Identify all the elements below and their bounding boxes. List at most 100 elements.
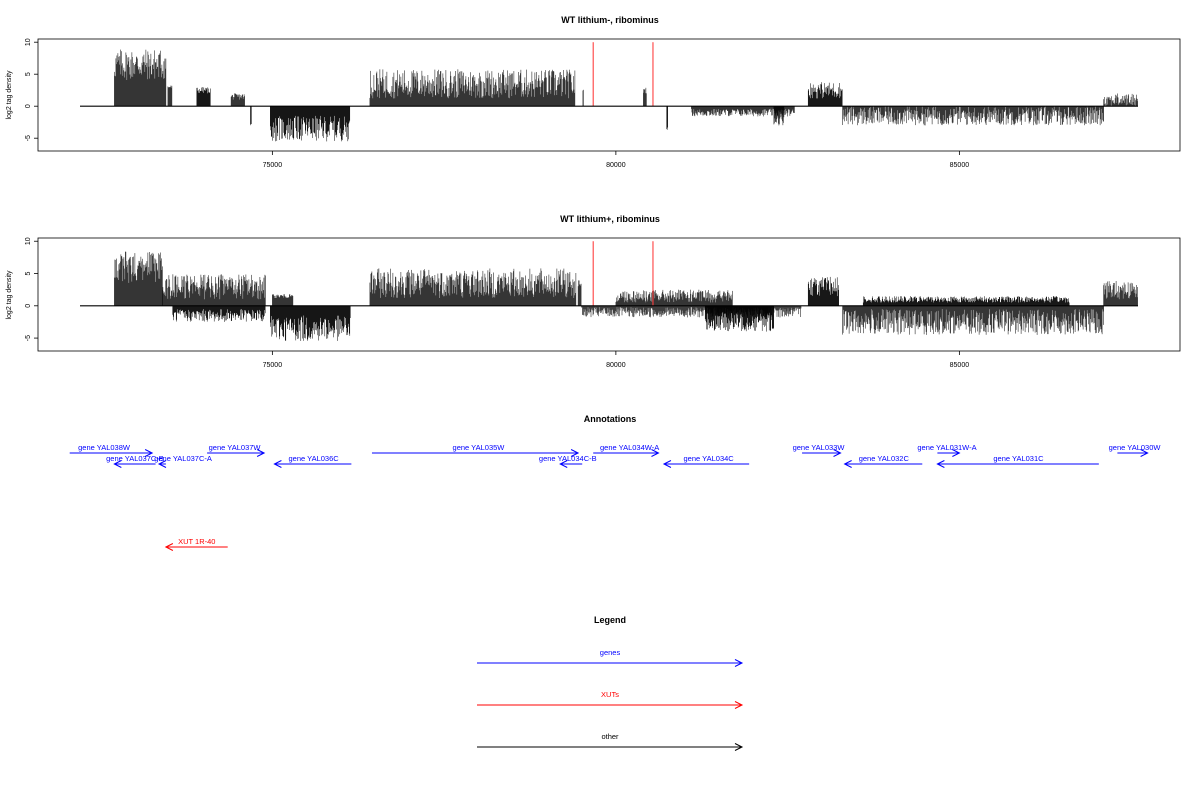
bar-path — [704, 305, 774, 332]
legend-items: genes XUTs other — [477, 648, 744, 751]
arrow-left-icon — [843, 460, 852, 468]
legend-item: other — [477, 732, 744, 751]
feature-label: gene YAL034W-A — [600, 443, 659, 452]
bar-segment — [704, 305, 774, 332]
y-tick-label: 5 — [25, 72, 32, 76]
arrow-right-icon — [952, 449, 961, 457]
bar-segment — [114, 251, 163, 306]
bar-path — [369, 268, 577, 306]
y-tick-label: 0 — [25, 304, 32, 308]
x-tick-label: 80000 — [606, 362, 626, 369]
feature-label: gene YAL037C-A — [154, 454, 212, 463]
annotation-feature: gene YAL037C-B — [106, 454, 164, 468]
bar-path — [196, 87, 211, 107]
annotation-feature: gene YAL034C — [662, 454, 750, 468]
bar-path — [666, 106, 668, 130]
feature-label: gene YAL030W — [1109, 443, 1162, 452]
legend-item-label: XUTs — [601, 690, 619, 699]
bar-segment — [114, 49, 167, 107]
bar-path — [862, 296, 1070, 306]
bar-segment — [272, 294, 294, 306]
plot-frame — [37, 38, 1181, 152]
marker-lines — [592, 42, 654, 107]
arrow-right-icon — [1140, 449, 1149, 457]
panel-title: WT lithium-, ribominus — [561, 15, 659, 25]
bar-segment — [643, 87, 647, 107]
legend-item-label: other — [601, 732, 619, 741]
bar-path — [1103, 281, 1138, 306]
bar-segment — [167, 85, 173, 107]
y-axis: -5 0 5 10 — [25, 237, 38, 341]
bar-segment — [369, 69, 576, 107]
x-tick-label: 80000 — [606, 162, 626, 169]
arrow-right-icon — [651, 449, 660, 457]
annotation-feature: gene YAL034C-B — [539, 454, 597, 468]
bar-segment — [842, 106, 1104, 126]
x-tick-label: 85000 — [950, 362, 970, 369]
feature-label: gene YAL037W — [209, 443, 262, 452]
bar-segment — [1103, 93, 1138, 107]
bar-path — [162, 274, 266, 306]
annotation-feature: XUT 1R-40 — [164, 537, 228, 551]
annotation-feature: gene YAL031W-A — [917, 443, 977, 457]
bar-segment — [1103, 281, 1138, 306]
annotation-feature: gene YAL038W — [69, 443, 154, 457]
bar-path — [167, 85, 173, 107]
y-tick-label: 10 — [25, 38, 32, 46]
bar-path — [272, 294, 294, 306]
marker-lines — [592, 241, 654, 306]
x-axis: 75000 80000 85000 — [263, 351, 970, 369]
arrow-left-icon — [164, 543, 174, 551]
annotation-feature: gene YAL031C — [936, 454, 1099, 468]
bar-segment — [842, 305, 1104, 335]
bar-segment — [250, 106, 252, 126]
bar-path — [270, 106, 351, 142]
bar-segment — [162, 274, 266, 306]
bar-path — [807, 82, 843, 107]
arrow-right-icon — [570, 449, 580, 457]
panel-title: WT lithium+, ribominus — [560, 214, 660, 224]
arrow-right-icon — [144, 449, 154, 457]
bar-path — [250, 106, 252, 126]
track-panel-lithium-plus: WT lithium+, ribominus log2 tag density … — [6, 214, 1181, 369]
track-panel-lithium-minus: WT lithium-, ribominus log2 tag density … — [6, 15, 1181, 169]
y-tick-label: -5 — [25, 335, 32, 341]
legend: Legend genes XUTs other — [477, 615, 744, 751]
bar-segment — [773, 106, 785, 126]
legend-item: genes — [477, 648, 744, 667]
bar-segment — [615, 289, 733, 306]
y-tick-label: 5 — [25, 271, 32, 275]
legend-title: Legend — [594, 615, 626, 625]
bar-path — [577, 280, 582, 306]
bar-segment — [807, 82, 843, 107]
feature-label: gene YAL034C-B — [539, 454, 597, 463]
x-tick-label: 85000 — [950, 162, 970, 169]
bar-path — [842, 305, 1104, 335]
bar-segment — [862, 296, 1070, 306]
arrow-left-icon — [936, 460, 945, 468]
bar-path — [807, 276, 839, 306]
feature-label: gene YAL032C — [859, 454, 910, 463]
annotations-title: Annotations — [584, 414, 637, 424]
feature-label: gene YAL038W — [78, 443, 131, 452]
bar-segment — [582, 89, 584, 107]
feature-label: gene YAL033W — [793, 443, 846, 452]
annotation-feature: gene YAL035W — [371, 443, 580, 457]
arrow-left-icon — [559, 460, 568, 468]
annotation-feature: gene YAL037W — [207, 443, 266, 457]
arrow-right-icon — [734, 701, 744, 709]
arrow-left-icon — [273, 460, 282, 468]
annotation-feature: gene YAL036C — [273, 454, 352, 468]
x-tick-label: 75000 — [263, 162, 283, 169]
arrow-right-icon — [734, 743, 744, 751]
bar-segment — [270, 305, 351, 341]
bar-segment — [230, 93, 245, 107]
bar-segment — [666, 106, 668, 130]
bar-segment — [270, 106, 351, 142]
y-tick-label: 10 — [25, 237, 32, 245]
arrow-left-icon — [662, 460, 672, 468]
y-tick-label: -5 — [25, 135, 32, 141]
arrow-left-icon — [113, 460, 122, 468]
